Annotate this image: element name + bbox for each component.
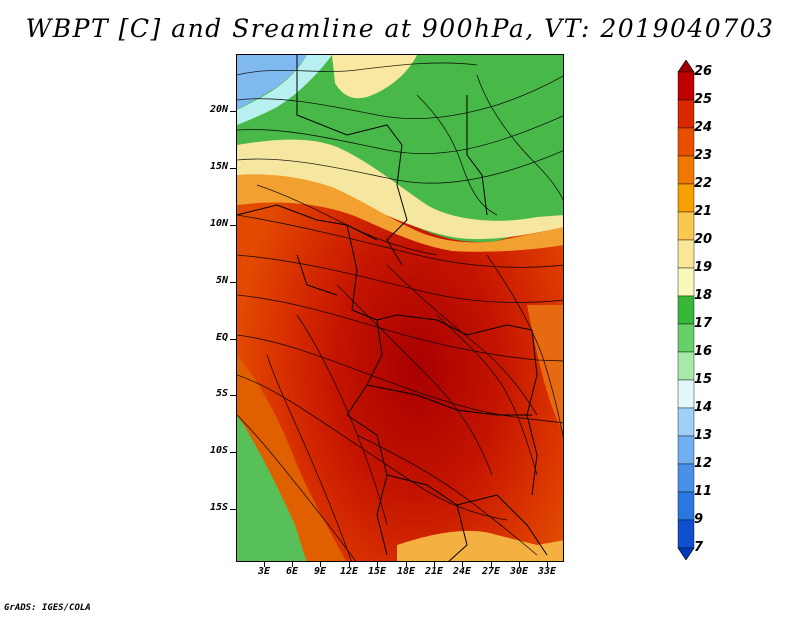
colorbar-cell	[677, 407, 695, 437]
colorbar-cell	[677, 351, 695, 381]
lon-label-6e: 6E	[285, 566, 299, 577]
colorbar-label: 17	[694, 316, 713, 331]
lat-tick	[230, 225, 236, 226]
colorbar-cell	[677, 491, 695, 521]
wbpt-field-blue	[237, 55, 307, 110]
colorbar-label: 25	[694, 92, 713, 107]
lon-label-15e: 15E	[367, 566, 387, 577]
colorbar-label: 9	[694, 512, 704, 527]
lon-label-27e: 27E	[481, 566, 501, 577]
colorbar-label: 24	[694, 120, 713, 135]
lat-tick	[230, 509, 236, 510]
lon-tick	[434, 562, 435, 567]
lat-tick	[230, 395, 236, 396]
lon-label-12e: 12E	[339, 566, 359, 577]
country-boundaries	[237, 55, 548, 561]
wbpt-field-east-orange	[527, 305, 563, 432]
lon-tick	[292, 562, 293, 567]
lat-label-5n: 5N	[215, 275, 228, 286]
lon-label-24e: 24E	[452, 566, 472, 577]
wbpt-field-south-green	[237, 415, 307, 561]
lon-label-9e: 9E	[313, 566, 327, 577]
colorbar-cells	[677, 60, 695, 560]
colorbar-cell	[677, 239, 695, 269]
wbpt-field-cyan	[237, 55, 332, 125]
lon-tick	[264, 562, 265, 567]
lat-label-eq: EQ	[215, 332, 228, 343]
colorbar-label: 20	[694, 232, 713, 247]
lat-tick	[230, 339, 236, 340]
lat-label-10s: 10S	[209, 445, 228, 456]
map-svg	[237, 55, 563, 561]
lon-label-30e: 30E	[509, 566, 529, 577]
lat-tick	[230, 452, 236, 453]
lat-label-10n: 10N	[209, 218, 228, 229]
lon-tick	[320, 562, 321, 567]
colorbar-top-arrow	[677, 60, 695, 73]
colorbar-label: 14	[694, 400, 713, 415]
lon-tick	[349, 562, 350, 567]
lon-label-33e: 33E	[537, 566, 557, 577]
colorbar-label: 11	[694, 484, 713, 499]
lat-tick	[230, 168, 236, 169]
lat-label-5s: 5S	[215, 388, 228, 399]
lat-label-20n: 20N	[209, 104, 228, 115]
lat-tick	[230, 111, 236, 112]
colorbar-cell	[677, 71, 695, 101]
lon-label-18e: 18E	[396, 566, 416, 577]
wbpt-field-green	[237, 55, 563, 243]
colorbar-cell	[677, 267, 695, 297]
colorbar-label: 23	[694, 148, 713, 163]
lon-tick	[491, 562, 492, 567]
colorbar-label: 26	[694, 64, 713, 79]
lon-tick	[377, 562, 378, 567]
lat-label-15s: 15S	[209, 502, 228, 513]
colorbar-label: 18	[694, 288, 713, 303]
colorbar-cell	[677, 211, 695, 241]
chart-title: WBPT [C] and Sreamline at 900hPa, VT: 20…	[25, 14, 775, 43]
lon-tick	[462, 562, 463, 567]
colorbar-cell	[677, 435, 695, 465]
colorbar-label: 7	[694, 540, 704, 555]
colorbar-cell	[677, 99, 695, 129]
colorbar	[677, 60, 695, 560]
colorbar-cell	[677, 463, 695, 493]
colorbar-cell	[677, 379, 695, 409]
lat-tick	[230, 282, 236, 283]
credit-text: GrADS: IGES/COLA	[4, 603, 91, 613]
colorbar-cell	[677, 155, 695, 185]
lon-tick	[519, 562, 520, 567]
colorbar-label: 15	[694, 372, 713, 387]
colorbar-cell	[677, 183, 695, 213]
colorbar-label: 13	[694, 428, 713, 443]
colorbar-cell	[677, 519, 695, 549]
lon-tick	[406, 562, 407, 567]
colorbar-label: 21	[694, 204, 713, 219]
colorbar-label: 19	[694, 260, 713, 275]
colorbar-cell	[677, 127, 695, 157]
lat-label-15n: 15N	[209, 161, 228, 172]
lon-tick	[547, 562, 548, 567]
lon-label-3e: 3E	[257, 566, 271, 577]
colorbar-label: 22	[694, 176, 713, 191]
streamlines	[237, 62, 563, 561]
wbpt-field-orange-band	[237, 174, 563, 252]
wbpt-field-south-yellow	[397, 530, 563, 561]
colorbar-cell	[677, 323, 695, 353]
map-panel	[236, 54, 564, 562]
colorbar-label: 16	[694, 344, 713, 359]
colorbar-cell	[677, 295, 695, 325]
colorbar-bottom-arrow	[677, 547, 695, 560]
lon-label-21e: 21E	[424, 566, 444, 577]
colorbar-label: 12	[694, 456, 713, 471]
